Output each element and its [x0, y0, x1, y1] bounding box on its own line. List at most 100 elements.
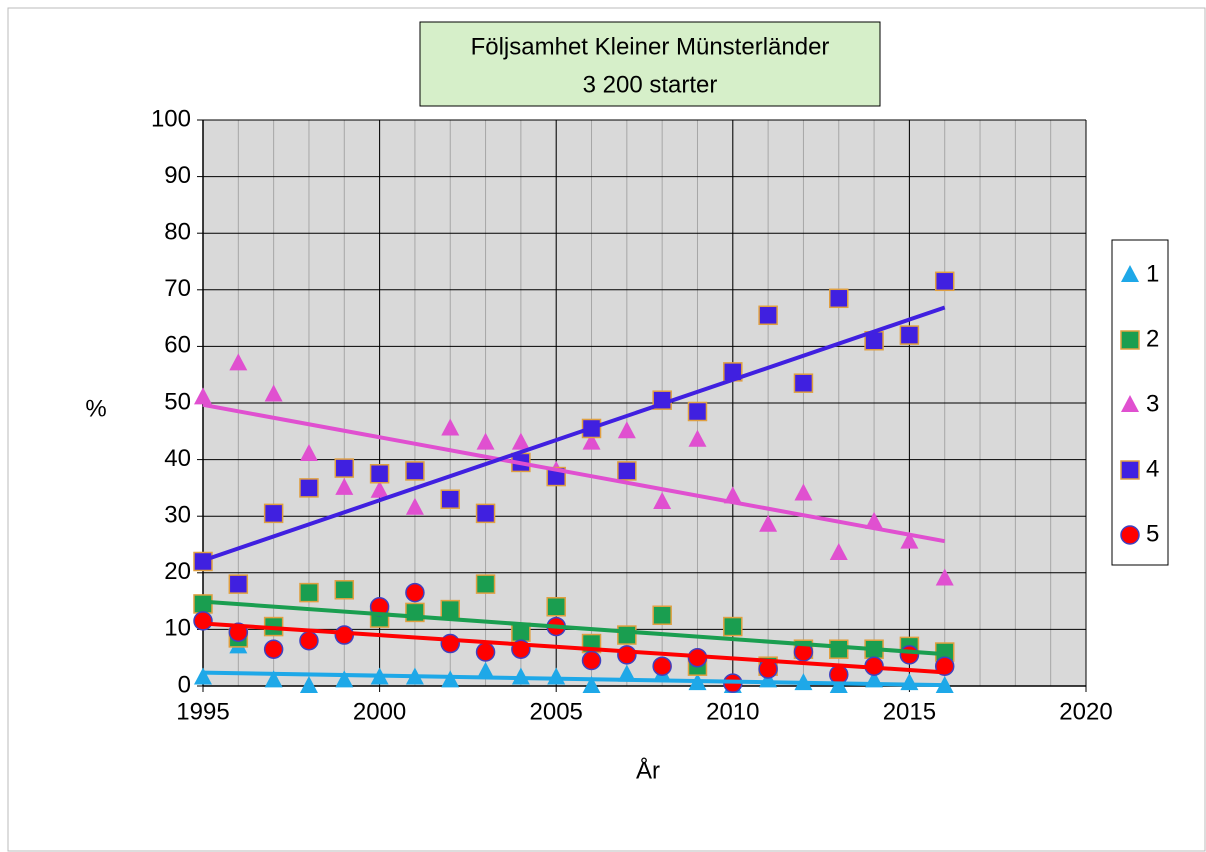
y-tick-label: 10 — [164, 615, 191, 642]
marker — [723, 486, 742, 504]
y-tick-label: 60 — [164, 332, 191, 359]
marker — [193, 551, 213, 572]
marker — [935, 568, 954, 586]
marker — [264, 670, 283, 688]
marker — [617, 664, 636, 682]
marker — [546, 597, 566, 617]
marker — [475, 574, 496, 594]
marker — [899, 645, 920, 665]
trendline — [202, 599, 945, 657]
marker — [829, 664, 849, 685]
marker — [440, 633, 460, 654]
marker — [829, 542, 848, 560]
marker — [759, 514, 778, 532]
marker — [193, 611, 213, 631]
x-tick-label: 2005 — [530, 698, 583, 725]
marker — [476, 432, 495, 450]
y-tick-label: 40 — [164, 445, 191, 472]
marker — [441, 670, 460, 688]
legend-marker — [1121, 265, 1139, 282]
marker — [758, 305, 778, 326]
legend-marker — [1120, 460, 1140, 480]
legend-label: 5 — [1146, 520, 1159, 547]
marker — [405, 497, 424, 515]
x-tick-label: 2020 — [1059, 698, 1112, 725]
marker — [264, 384, 283, 402]
marker — [794, 483, 813, 501]
marker — [581, 650, 602, 671]
x-tick-label: 2010 — [706, 698, 759, 725]
y-tick-label: 30 — [164, 502, 191, 529]
marker — [263, 503, 284, 524]
y-tick-label: 90 — [164, 162, 191, 189]
marker — [829, 639, 849, 659]
marker — [653, 492, 672, 510]
marker — [335, 670, 354, 688]
legend — [1111, 239, 1169, 566]
marker — [582, 676, 601, 693]
marker — [688, 429, 707, 447]
legend-label: 3 — [1146, 390, 1159, 417]
marker — [687, 401, 708, 422]
marker — [617, 625, 637, 645]
marker — [334, 580, 355, 600]
marker — [369, 464, 390, 484]
marker — [299, 630, 319, 651]
marker — [829, 288, 849, 309]
marker — [334, 458, 355, 478]
legend-label: 1 — [1146, 260, 1159, 287]
trendline — [202, 621, 945, 675]
marker — [299, 582, 319, 603]
marker — [476, 661, 495, 679]
marker — [475, 503, 496, 524]
trendline — [202, 305, 946, 563]
y-tick-label: 100 — [151, 105, 191, 132]
marker — [440, 489, 460, 509]
x-tick-label: 1995 — [176, 698, 229, 725]
marker — [335, 477, 354, 495]
trendline — [202, 402, 946, 544]
marker — [899, 325, 920, 345]
marker — [299, 443, 318, 461]
x-tick-label: 2000 — [353, 698, 406, 725]
y-tick-label: 0 — [178, 671, 191, 698]
marker — [299, 676, 318, 693]
y-tick-label: 20 — [164, 558, 191, 585]
title-box — [419, 21, 881, 107]
marker — [441, 418, 460, 436]
marker — [194, 387, 212, 405]
marker — [263, 639, 284, 659]
x-tick-label: 2015 — [883, 698, 936, 725]
y-tick-label: 80 — [164, 219, 191, 246]
marker — [511, 667, 530, 685]
marker — [723, 616, 743, 637]
marker — [617, 645, 637, 665]
y-axis-label: % — [85, 395, 106, 422]
marker — [511, 432, 530, 450]
legend-marker — [1120, 525, 1140, 545]
marker — [228, 574, 249, 594]
trendline — [202, 670, 945, 688]
chart-subtitle: 3 200 starter — [583, 71, 718, 98]
marker — [617, 421, 636, 439]
marker — [900, 531, 919, 549]
marker — [652, 656, 672, 676]
legend-marker — [1121, 395, 1139, 412]
marker — [475, 642, 496, 662]
legend-label: 2 — [1146, 325, 1159, 352]
legend-label: 4 — [1146, 455, 1159, 482]
marker — [793, 373, 814, 393]
marker — [440, 599, 460, 620]
marker — [370, 480, 389, 498]
marker — [299, 478, 319, 498]
legend-marker — [1120, 330, 1140, 350]
marker — [405, 582, 425, 603]
y-tick-label: 70 — [164, 275, 191, 302]
marker — [405, 461, 425, 481]
marker — [934, 271, 955, 292]
x-axis-label: År — [636, 756, 660, 784]
marker — [617, 461, 637, 481]
marker — [582, 432, 601, 450]
y-tick-label: 50 — [164, 388, 191, 415]
